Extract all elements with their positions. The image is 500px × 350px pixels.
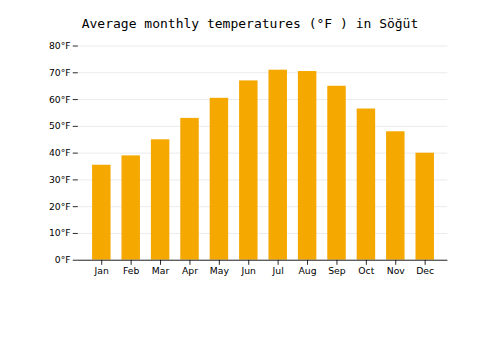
svg-text:Dec: Dec	[416, 265, 434, 276]
svg-text:Feb: Feb	[123, 265, 139, 276]
svg-text:60°F: 60°F	[49, 94, 71, 105]
svg-text:0°F: 0°F	[55, 254, 71, 265]
svg-text:40°F: 40°F	[49, 147, 71, 158]
svg-text:Mar: Mar	[152, 265, 170, 276]
svg-text:Jul: Jul	[272, 265, 284, 276]
svg-text:Nov: Nov	[387, 265, 406, 276]
svg-text:Aug: Aug	[299, 265, 317, 276]
svg-text:Apr: Apr	[182, 265, 198, 276]
svg-text:Jan: Jan	[94, 265, 109, 276]
svg-text:Sep: Sep	[328, 265, 346, 276]
svg-text:May: May	[210, 265, 230, 276]
svg-text:50°F: 50°F	[49, 120, 71, 131]
svg-text:Jun: Jun	[241, 265, 257, 276]
svg-text:30°F: 30°F	[49, 174, 71, 185]
svg-text:20°F: 20°F	[49, 201, 71, 212]
html-text:Average monthly temperatures (: Average monthly temperatures (°F ) in Sö…	[81, 16, 419, 31]
svg-text:Oct: Oct	[358, 265, 374, 276]
svg-text:70°F: 70°F	[49, 67, 71, 78]
svg-text:80°F: 80°F	[49, 40, 71, 51]
svg-text:10°F: 10°F	[49, 227, 71, 238]
